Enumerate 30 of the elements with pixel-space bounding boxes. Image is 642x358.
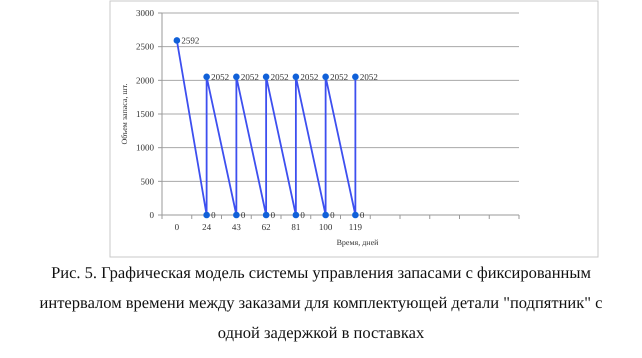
y-tick-label: 1000 bbox=[136, 142, 154, 153]
x-tick-label: 81 bbox=[291, 222, 300, 232]
x-tick-label: 0 bbox=[174, 222, 180, 232]
y-tick-label: 2000 bbox=[136, 75, 154, 86]
data-label: 2052 bbox=[270, 72, 289, 82]
data-label: 0 bbox=[360, 210, 365, 220]
data-label: 2052 bbox=[300, 72, 318, 82]
y-tick-label: 0 bbox=[150, 210, 154, 220]
y-tick-label: 1500 bbox=[136, 109, 154, 119]
y-tick-label: 3000 bbox=[136, 8, 154, 18]
data-label: 2052 bbox=[240, 72, 259, 82]
data-label: 2052 bbox=[330, 72, 348, 82]
data-label: 0 bbox=[300, 210, 306, 220]
data-label: 2052 bbox=[211, 72, 230, 82]
data-label: 2592 bbox=[181, 35, 200, 46]
x-tick-label: 62 bbox=[262, 222, 271, 232]
data-label: 0 bbox=[240, 210, 246, 220]
y-axis-title: Объем запаса, шт. bbox=[120, 83, 129, 145]
y-tick-label: 500 bbox=[140, 176, 154, 186]
text: Рис. 5. Графическая модель системы управления запасами с фиксированным интервалом времени между заказами для комплектующей детали "подпятник" с одной задержкой в поставках bbox=[40, 263, 602, 342]
x-tick-label: 100 bbox=[318, 222, 333, 232]
x-axis-title: Время, дней bbox=[336, 238, 380, 247]
x-tick-label: 24 bbox=[202, 222, 212, 232]
data-label: 2052 bbox=[360, 72, 378, 82]
data-label: 0 bbox=[211, 210, 216, 220]
y-tick-label: 2500 bbox=[136, 42, 154, 52]
x-tick-label: 119 bbox=[348, 222, 362, 232]
x-tick-label: 43 bbox=[232, 222, 242, 232]
data-label: 0 bbox=[270, 210, 276, 220]
data-label: 0 bbox=[330, 210, 336, 220]
